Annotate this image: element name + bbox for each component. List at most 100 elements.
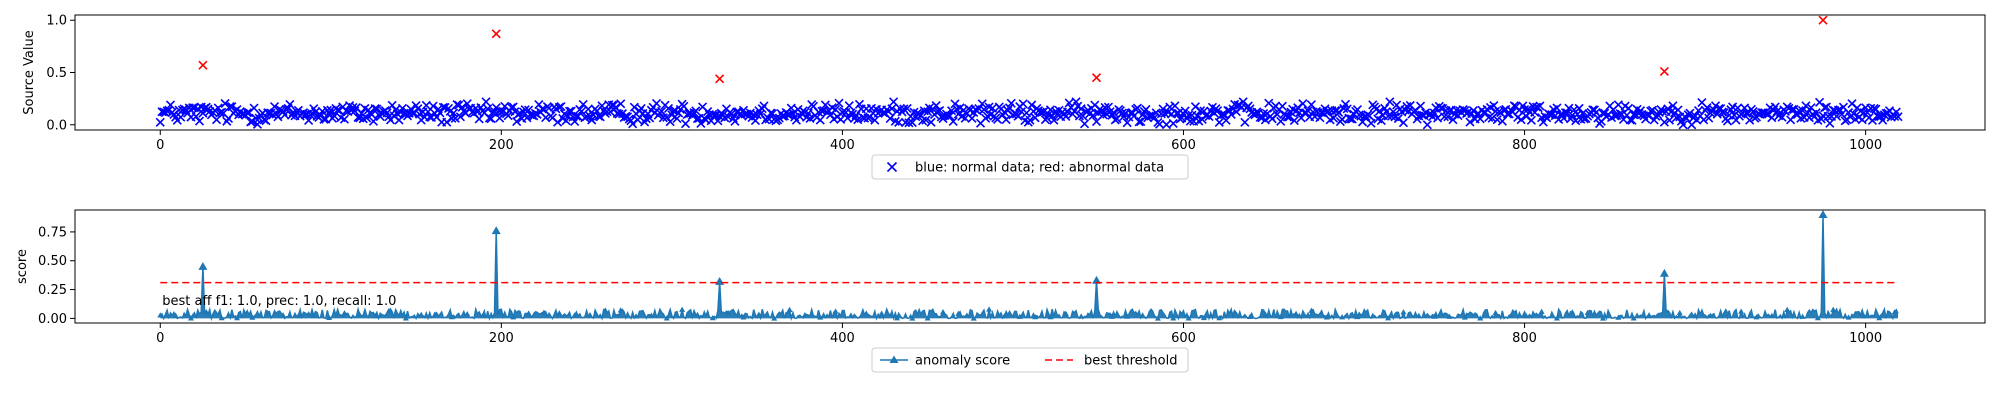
normal-point	[1741, 108, 1751, 118]
normal-point	[1170, 101, 1180, 111]
normal-point	[573, 111, 583, 121]
score-marker	[709, 315, 716, 321]
score-marker	[187, 315, 194, 321]
score-marker	[418, 311, 425, 318]
normal-point	[1025, 115, 1035, 125]
normal-point	[1346, 114, 1356, 124]
score-marker	[771, 315, 778, 321]
normal-point	[425, 112, 435, 122]
normal-point	[1704, 113, 1714, 123]
normal-point	[831, 104, 841, 115]
normal-point	[921, 115, 931, 125]
normal-point	[1022, 108, 1032, 118]
score-marker	[1262, 311, 1269, 317]
normal-point	[1352, 104, 1362, 115]
normal-point	[481, 97, 491, 107]
normal-point	[1214, 117, 1224, 128]
normal-point	[1552, 103, 1562, 113]
score-marker	[1538, 308, 1545, 314]
legend-box	[871, 347, 1189, 373]
normal-point	[1277, 101, 1287, 111]
normal-point	[1433, 113, 1443, 123]
score-marker	[801, 312, 808, 318]
score-marker	[1692, 312, 1699, 318]
y-axis-label: score	[15, 249, 30, 284]
normal-point	[1168, 118, 1178, 129]
normal-point	[1659, 117, 1669, 127]
normal-point	[1490, 106, 1501, 116]
score-marker	[280, 312, 287, 318]
normal-point	[447, 113, 457, 123]
abnormal-point	[491, 29, 501, 39]
normal-point	[1678, 120, 1688, 130]
normal-point	[889, 97, 899, 107]
score-marker	[326, 314, 333, 320]
normal-point	[669, 106, 679, 116]
x-tick-label: 0	[156, 331, 164, 346]
score-marker	[1047, 314, 1054, 320]
score-marker	[1400, 309, 1407, 315]
normal-point	[786, 103, 796, 113]
metrics-annotation: best aff f1: 1.0, prec: 1.0, recall: 1.0	[162, 294, 396, 309]
score-marker	[1891, 309, 1898, 315]
normal-point	[1762, 109, 1772, 119]
normal-point	[1627, 115, 1637, 125]
normal-point	[211, 115, 222, 125]
score-marker	[372, 313, 379, 319]
score-marker	[1170, 315, 1177, 321]
source-value-points	[155, 15, 1903, 130]
normal-point	[894, 117, 904, 127]
normal-point	[815, 115, 825, 125]
normal-point	[1849, 109, 1859, 119]
normal-point	[679, 101, 689, 111]
normal-point	[362, 113, 372, 123]
x-tick-label: 200	[489, 138, 514, 153]
x-tick-label: 600	[1171, 138, 1196, 153]
normal-point	[1857, 115, 1867, 125]
score-marker	[1553, 315, 1560, 321]
score-marker	[157, 312, 164, 318]
normal-point	[931, 100, 941, 111]
normal-point	[759, 101, 769, 111]
score-marker	[1615, 314, 1622, 320]
normal-point	[1673, 105, 1683, 115]
score-marker	[1507, 312, 1514, 318]
score-marker	[1385, 315, 1392, 321]
score-marker	[617, 307, 624, 313]
normal-point	[1045, 105, 1056, 115]
normal-point	[428, 101, 438, 111]
normal-point	[220, 98, 230, 109]
y-tick-label: 0.25	[38, 283, 67, 298]
normal-point	[1293, 103, 1303, 113]
normal-point	[885, 113, 895, 124]
legend: blue: normal data; red: abnormal data	[871, 154, 1189, 180]
normal-point	[333, 105, 343, 115]
score-marker	[1001, 313, 1008, 319]
normal-point	[1871, 104, 1881, 114]
score-marker	[249, 314, 256, 320]
normal-point	[987, 103, 998, 113]
normal-point	[907, 117, 917, 128]
x-tick-label: 800	[1512, 331, 1537, 346]
normal-point	[1342, 104, 1352, 114]
score-marker	[1093, 277, 1100, 283]
normal-point	[1134, 117, 1144, 127]
score-marker	[986, 306, 993, 312]
normal-point	[564, 106, 575, 116]
score-marker	[694, 311, 701, 317]
normal-point	[442, 117, 452, 127]
normal-point	[1664, 115, 1675, 125]
normal-point	[165, 100, 176, 110]
normal-point	[1282, 112, 1293, 122]
normal-point	[899, 104, 909, 114]
score-marker	[847, 312, 854, 318]
score-marker	[1216, 315, 1223, 321]
score-marker	[1446, 313, 1453, 319]
normal-point	[1149, 113, 1160, 123]
score-marker	[1860, 312, 1867, 319]
y-tick-label: 0.50	[38, 254, 67, 269]
peak-marker	[715, 276, 725, 285]
score-marker	[402, 315, 409, 321]
normal-point	[820, 100, 830, 110]
score-marker	[525, 310, 532, 316]
